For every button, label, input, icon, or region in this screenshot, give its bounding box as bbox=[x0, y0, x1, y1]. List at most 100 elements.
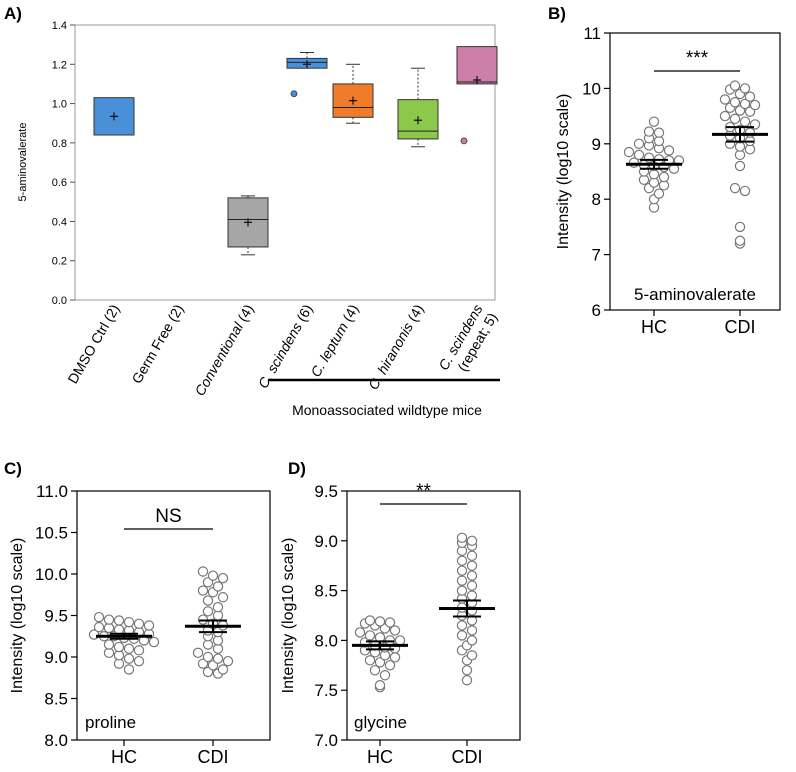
data-point bbox=[364, 615, 376, 626]
data-point bbox=[384, 617, 396, 628]
y-tick-label: 8 bbox=[592, 190, 601, 209]
data-point bbox=[633, 149, 645, 161]
panel-d-label: D) bbox=[288, 459, 306, 478]
panel-c-label: C) bbox=[4, 459, 22, 478]
data-point bbox=[222, 655, 234, 667]
box-group bbox=[397, 67, 439, 148]
x-tick-label: HC bbox=[111, 747, 137, 767]
y-tick-label-a: 1.2 bbox=[52, 59, 67, 71]
y-tick-label: 9 bbox=[592, 135, 601, 154]
outlier-point bbox=[290, 90, 298, 98]
data-point bbox=[466, 625, 478, 636]
mean-marker bbox=[414, 116, 422, 125]
data-point bbox=[103, 639, 115, 650]
data-point bbox=[197, 566, 209, 577]
plot-frame bbox=[346, 490, 521, 741]
x-tick-label-a: C. scindens (6) bbox=[255, 302, 316, 392]
data-point bbox=[744, 91, 756, 102]
y-tick-label: 8.5 bbox=[44, 690, 68, 709]
box-group bbox=[332, 63, 374, 124]
box-group bbox=[93, 97, 135, 136]
mean-marker bbox=[303, 60, 311, 69]
data-point bbox=[212, 581, 224, 592]
data-point bbox=[456, 532, 468, 544]
data-point bbox=[466, 650, 478, 661]
data-point bbox=[217, 664, 229, 675]
data-point bbox=[643, 126, 655, 137]
data-point bbox=[739, 116, 751, 127]
outlier-point bbox=[460, 137, 468, 145]
data-point bbox=[93, 621, 105, 633]
data-point bbox=[202, 651, 214, 663]
data-point bbox=[379, 670, 391, 681]
data-point bbox=[133, 618, 145, 630]
y-axis-label-a: 5-aminovalerate bbox=[17, 123, 29, 202]
data-point bbox=[364, 630, 376, 641]
significance-label: NS bbox=[155, 506, 181, 527]
metabolite-label: proline bbox=[85, 713, 136, 732]
data-point bbox=[394, 635, 406, 646]
data-point bbox=[374, 657, 386, 668]
data-point bbox=[207, 570, 219, 581]
y-tick-label: 9.0 bbox=[44, 648, 68, 667]
data-point bbox=[643, 152, 655, 163]
y-tick-label: 8.0 bbox=[314, 631, 338, 650]
data-point bbox=[103, 614, 115, 625]
data-point bbox=[734, 160, 746, 172]
data-point bbox=[653, 188, 665, 199]
group-bar-label: Monoassociated wildtype mice bbox=[292, 402, 482, 418]
data-point bbox=[633, 138, 645, 149]
panel-b-label: B) bbox=[548, 4, 566, 23]
data-point bbox=[749, 99, 761, 111]
x-tick-label: CDI bbox=[725, 317, 756, 337]
y-axis-label: Intensity (log10 scale) bbox=[280, 538, 297, 694]
y-tick-label: 11 bbox=[583, 24, 601, 43]
y-tick-label-a: 0.4 bbox=[52, 216, 67, 228]
y-tick-label: 10.0 bbox=[35, 565, 68, 584]
x-tick-label-a: C. scindens(repeat; 5) bbox=[435, 302, 500, 382]
metabolite-label: 5-aminovalerate bbox=[634, 285, 756, 304]
data-point bbox=[202, 606, 214, 617]
data-point bbox=[113, 641, 125, 653]
data-point bbox=[466, 550, 478, 561]
x-tick-label: CDI bbox=[198, 747, 229, 767]
data-point bbox=[456, 620, 468, 631]
y-tick-label: 7 bbox=[592, 246, 601, 265]
data-point bbox=[354, 627, 366, 638]
data-point bbox=[133, 645, 145, 656]
y-tick-label-a: 0.2 bbox=[52, 256, 67, 268]
data-point bbox=[729, 113, 741, 125]
data-point bbox=[133, 655, 145, 667]
x-tick-label: CDI bbox=[452, 747, 483, 767]
y-tick-label-a: 1.0 bbox=[52, 99, 67, 111]
data-point bbox=[461, 675, 473, 686]
data-point bbox=[739, 185, 751, 197]
data-point bbox=[456, 565, 468, 576]
data-point bbox=[461, 665, 473, 676]
y-tick-label-a: 0.0 bbox=[52, 295, 67, 307]
data-point bbox=[113, 615, 125, 626]
data-point bbox=[217, 572, 229, 584]
data-point bbox=[389, 652, 401, 663]
panel-a-label: A) bbox=[4, 4, 22, 23]
data-point bbox=[466, 535, 478, 547]
y-tick-label: 9.5 bbox=[44, 607, 68, 626]
data-point bbox=[212, 602, 224, 613]
mean-marker bbox=[473, 76, 481, 84]
y-tick-label: 7.5 bbox=[314, 681, 338, 700]
data-point bbox=[466, 635, 478, 646]
box bbox=[227, 197, 269, 248]
panel-a-boxplot: 5-aminovalerate 0.0 0.2 0.4 0.6 0.8 1.0 1.2 1.4… bbox=[17, 20, 500, 418]
data-point bbox=[729, 182, 741, 194]
x-tick-label-a: DMSO Ctrl (2) bbox=[64, 302, 122, 387]
data-point bbox=[623, 146, 635, 158]
data-point bbox=[197, 585, 209, 596]
data-point bbox=[123, 653, 135, 664]
data-point bbox=[456, 585, 468, 596]
box-group bbox=[286, 52, 328, 98]
data-point bbox=[648, 116, 660, 127]
x-tick-label-a: C. hiranonis (4) bbox=[365, 302, 427, 393]
data-point bbox=[744, 127, 756, 138]
data-point bbox=[143, 620, 155, 631]
data-point bbox=[739, 98, 751, 110]
